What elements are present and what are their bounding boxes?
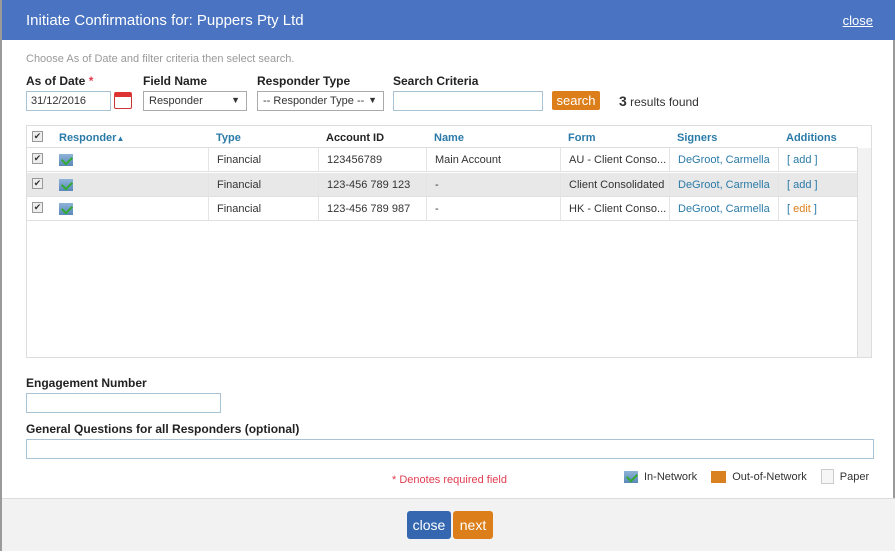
legend-paper: Paper	[839, 470, 870, 483]
table-row[interactable]: ✔ Financial 123-456 789 987- HK - Client Co…	[27, 197, 858, 221]
additions-link[interactable]: add	[793, 178, 812, 191]
signers-cell[interactable]: DeGroot, Carmella	[669, 172, 778, 196]
table-row[interactable]: ✔ Financial 123456789 Main Account AU - Clie…	[27, 148, 858, 172]
account-id-cell: 123-456 789 987	[318, 197, 426, 220]
dialog-footer: close next	[2, 498, 895, 551]
table-row[interactable]: ✔ Financial 123-456 789 123- Client Consoli…	[27, 172, 858, 197]
in-network-icon	[624, 470, 638, 483]
additions-cell: [ edit ]	[778, 197, 858, 220]
row-checkbox[interactable]: ✔	[32, 177, 43, 189]
instructions: Choose As of Date and filter criteria th…	[26, 53, 295, 65]
paper-icon	[820, 469, 834, 484]
col-responder[interactable]: Responder▲	[59, 132, 125, 144]
row-checkbox[interactable]: ✔	[32, 202, 43, 213]
additions-link[interactable]: add	[793, 154, 812, 166]
responders-table: ✔ Responder▲ Type Account ID Name Form S…	[26, 125, 872, 358]
sort-asc-icon: ▲	[116, 134, 125, 143]
additions-link[interactable]: edit	[793, 203, 811, 215]
engagement-number-label: Engagement Number	[26, 376, 147, 390]
responder-type-select[interactable]: -- Responder Type -- ▼	[257, 91, 384, 111]
form-cell: HK - Client Conso...	[560, 197, 669, 220]
search-criteria-label: Search Criteria	[393, 74, 479, 88]
field-name-label: Field Name	[143, 74, 208, 88]
dialog-header: Initiate Confirmations for: Puppers Pty …	[2, 0, 895, 40]
table-header-row: ✔ Responder▲ Type Account ID Name Form S…	[27, 126, 858, 148]
in-network-icon	[59, 178, 73, 191]
responder-cell	[51, 148, 208, 171]
type-cell: Financial	[208, 197, 318, 220]
legend-out-of-network: Out-of-Network	[732, 470, 807, 483]
responder-cell	[51, 197, 208, 220]
responder-cell	[51, 173, 208, 196]
in-network-icon	[59, 203, 73, 215]
col-type[interactable]: Type	[216, 132, 241, 144]
legend-in-network: In-Network	[644, 470, 698, 483]
form-cell: AU - Client Conso...	[560, 148, 669, 171]
signers-cell[interactable]: DeGroot, Carmella	[669, 197, 778, 220]
calendar-icon[interactable]	[114, 92, 132, 109]
col-account-id: Account ID	[326, 132, 385, 144]
in-network-icon	[59, 154, 73, 166]
responder-type-label: Responder Type	[257, 74, 351, 88]
general-questions-textarea[interactable]	[26, 439, 874, 459]
account-id-cell: 123-456 789 123	[318, 172, 426, 196]
type-cell: Financial	[208, 172, 318, 196]
field-name-select[interactable]: Responder ▼	[143, 91, 247, 111]
row-checkbox[interactable]: ✔	[32, 153, 43, 164]
results-count: 3 results found	[619, 93, 699, 109]
next-button[interactable]: next	[453, 511, 493, 539]
name-cell: -	[426, 172, 560, 196]
account-id-cell: 123456789	[318, 148, 426, 171]
col-additions[interactable]: Additions	[786, 132, 837, 144]
form-cell: Client Consolidated	[560, 172, 669, 196]
dropdown-arrow-icon: ▼	[368, 95, 377, 105]
col-signers[interactable]: Signers	[677, 132, 718, 144]
table-scrollbar[interactable]	[857, 148, 871, 357]
search-button[interactable]: search	[552, 91, 600, 110]
dialog-title: Initiate Confirmations for: Puppers Pty …	[26, 12, 304, 29]
search-criteria-input[interactable]	[393, 91, 543, 111]
col-name[interactable]: Name	[434, 132, 464, 144]
additions-cell: [ add ]	[778, 172, 858, 196]
select-all-checkbox[interactable]: ✔	[32, 131, 43, 142]
name-cell: Main Account	[426, 148, 560, 171]
dropdown-arrow-icon: ▼	[231, 95, 240, 105]
legend: In-Network Out-of-Network Paper	[624, 469, 869, 484]
close-link[interactable]: close	[842, 13, 873, 28]
general-questions-label: General Questions for all Responders (op…	[26, 422, 300, 436]
out-of-network-icon	[711, 470, 727, 483]
additions-cell: [ add ]	[778, 148, 858, 171]
as-of-date-label: As of Date *	[26, 74, 94, 88]
signers-cell[interactable]: DeGroot, Carmella	[669, 148, 778, 171]
close-button[interactable]: close	[407, 511, 451, 539]
name-cell: -	[426, 197, 560, 220]
as-of-date-input[interactable]: 31/12/2016	[26, 91, 111, 111]
col-form[interactable]: Form	[568, 132, 596, 144]
required-note: * Denotes required field	[392, 474, 507, 486]
engagement-number-input[interactable]	[26, 393, 221, 413]
type-cell: Financial	[208, 148, 318, 171]
